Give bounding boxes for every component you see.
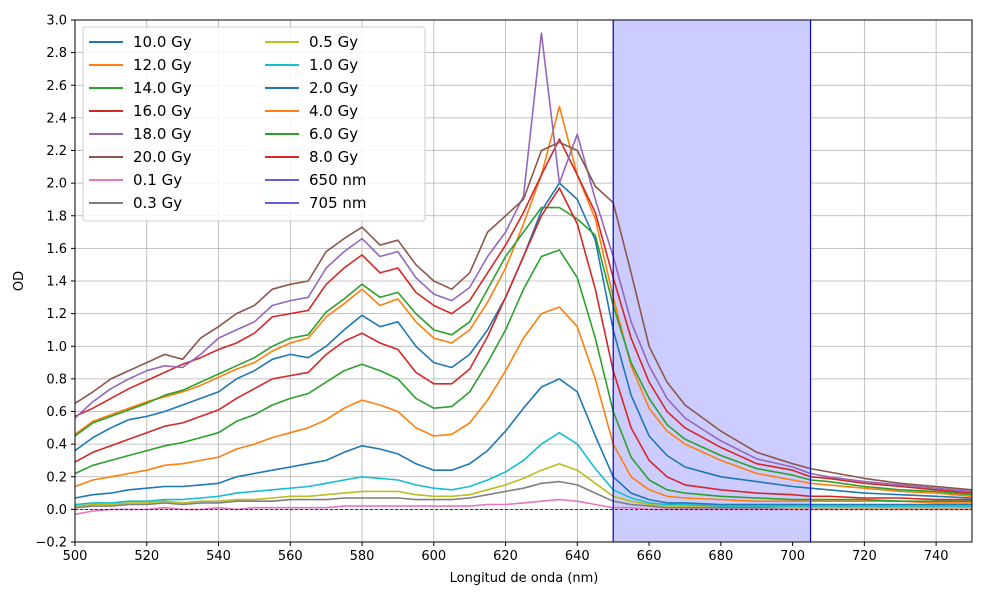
y-tick-label: 1.0 [46,340,67,355]
series-line-14-0-gy [74,206,973,496]
y-tick-label: 1.8 [46,209,67,224]
x-tick-label: 500 [63,549,88,564]
y-tick-label: 2.8 [46,46,67,61]
x-tick-label: 520 [134,549,159,564]
legend: 10.0 Gy 12.0 Gy 14.0 Gy 16.0 Gy 18.0 Gy 20.0 … [82,26,426,222]
legend-label: 8.0 Gy [309,148,358,166]
y-tick-label: 0.6 [46,405,67,420]
series-line-16-0-gy [74,138,973,494]
series-line-1-0-gy [74,431,972,507]
y-tick-label: 1.2 [46,307,67,322]
x-tick-label: 540 [206,549,231,564]
x-tick-label: 580 [350,549,375,564]
legend-label: 705 nm [309,194,367,212]
legend-label: 16.0 Gy [133,102,192,120]
y-tick-label: 2.6 [46,79,67,94]
series-line-2-0-gy [74,378,972,506]
legend-label: 1.0 Gy [309,56,358,74]
y-tick-label: −0.2 [35,536,67,551]
y-tick-label: 0.0 [46,503,67,518]
legend-label: 2.0 Gy [309,79,358,97]
legend-label: 14.0 Gy [133,79,192,97]
x-tick-labels: 500 520 540 560 580 600 620 640 660 680 700 720 740 [63,549,949,564]
y-tick-label: 0.2 [46,470,67,485]
legend-label: 12.0 Gy [133,56,192,74]
legend-label: 20.0 Gy [133,148,192,166]
series-line-4-0-gy [74,306,972,504]
y-tick-label: 3.0 [46,14,67,29]
y-tick-label: 1.4 [46,275,67,290]
series-line-0-3-gy [74,480,972,509]
legend-label: 0.1 Gy [133,171,182,189]
series-lines [74,32,973,516]
y-tick-label: 0.8 [46,372,67,387]
legend-label: 0.3 Gy [133,194,182,212]
legend-box [82,26,426,222]
y-tick-label: 2.4 [46,111,67,126]
x-tick-label: 680 [708,549,733,564]
x-tick-label: 620 [493,549,518,564]
y-tick-label: 2.0 [46,177,67,192]
series-line-20-0-gy [74,141,973,491]
series-line-10-0-gy [74,182,973,499]
x-tick-label: 700 [780,549,805,564]
y-tick-label: 1.6 [46,242,67,257]
legend-label: 0.5 Gy [309,33,358,51]
axes [71,19,973,546]
x-tick-label: 600 [421,549,446,564]
series-line-6-0-gy [74,249,972,503]
legend-label: 6.0 Gy [309,125,358,143]
y-tick-label: 2.2 [46,144,67,159]
x-tick-label: 660 [637,549,662,564]
x-tick-label: 640 [565,549,590,564]
x-tick-label: 560 [278,549,303,564]
series-line-8-0-gy [74,187,972,501]
legend-label: 4.0 Gy [309,102,358,120]
legend-label: 650 nm [309,171,367,189]
series-line-18-0-gy [74,32,973,493]
legend-label: 10.0 Gy [133,33,192,51]
x-axis-label: Longitud de onda (nm) [450,571,599,586]
y-tick-label: 0.4 [46,438,67,453]
y-tick-labels: −0.2 0.0 0.2 0.4 0.6 0.8 1.0 1.2 1.4 1.6 1.8 2.0 2.2… [35,14,67,551]
reference-lines [612,20,812,542]
x-tick-label: 720 [852,549,877,564]
legend-label: 18.0 Gy [133,125,192,143]
series-line-12-0-gy [74,105,973,498]
y-axis-label: OD [12,271,27,291]
x-tick-label: 740 [924,549,949,564]
